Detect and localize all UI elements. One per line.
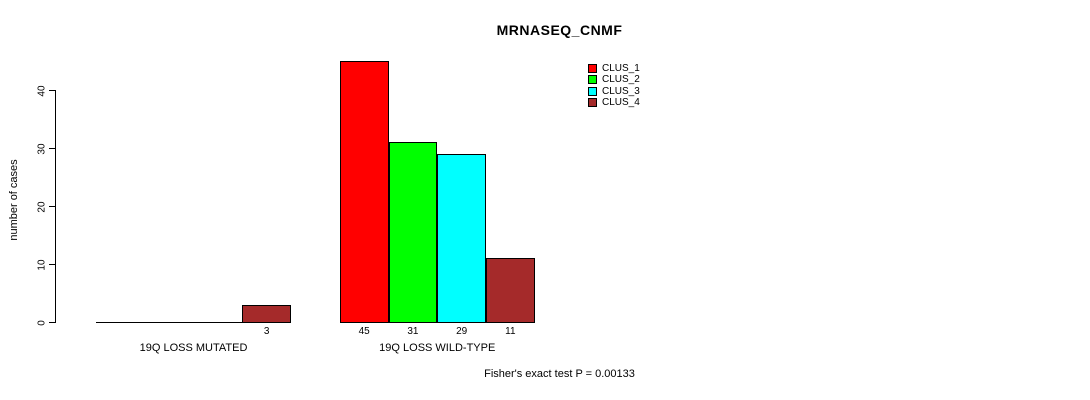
legend-swatch-icon (588, 97, 597, 107)
bar (388, 142, 438, 323)
zero-height-bar (193, 322, 244, 323)
y-axis-tick-label: 40 (36, 84, 48, 97)
zero-height-bar (96, 322, 146, 323)
legend-swatch-icon (588, 64, 597, 73)
legend-item: CLUS_3 (588, 86, 640, 97)
legend-item: CLUS_4 (588, 97, 640, 108)
y-axis-label: number of cases (8, 159, 20, 241)
y-axis-line (55, 90, 56, 323)
y-axis-tick-label: 10 (36, 258, 48, 271)
group-label: 19Q LOSS MUTATED (139, 342, 248, 354)
legend-label: CLUS_1 (602, 63, 640, 74)
legend-label: CLUS_4 (602, 96, 640, 108)
y-axis-tick (49, 90, 55, 91)
legend-item: CLUS_1 (588, 63, 640, 74)
y-axis-tick (49, 264, 55, 265)
group-label: 19Q LOSS WILD-TYPE (379, 342, 496, 354)
bar (339, 61, 389, 323)
bar (486, 258, 535, 323)
bar-value-label: 45 (358, 326, 370, 337)
y-axis-tick-label: 30 (36, 142, 48, 155)
bar (242, 304, 291, 323)
bar (437, 153, 486, 323)
zero-height-bar (144, 322, 195, 323)
bar-value-label: 29 (456, 326, 468, 337)
legend: CLUS_1 CLUS_2 CLUS_3 CLUS_4 (588, 63, 640, 108)
y-axis-tick-label: 20 (36, 200, 48, 213)
legend-swatch-icon (588, 86, 597, 96)
legend-label: CLUS_3 (602, 85, 640, 97)
legend-item: CLUS_2 (588, 74, 640, 85)
y-axis-tick (49, 206, 55, 207)
bar-value-label: 11 (505, 326, 516, 337)
chart-title: MRNASEQ_CNMF (496, 22, 623, 38)
stat-annotation: Fisher's exact test P = 0.00133 (484, 368, 635, 380)
bar-value-label: 3 (263, 326, 270, 337)
y-axis-tick (49, 148, 55, 149)
y-axis-tick (49, 322, 55, 323)
bar-value-label: 31 (407, 326, 419, 337)
legend-label: CLUS_2 (602, 74, 640, 86)
y-axis-tick-label: 0 (36, 319, 48, 326)
legend-swatch-icon (588, 75, 597, 85)
